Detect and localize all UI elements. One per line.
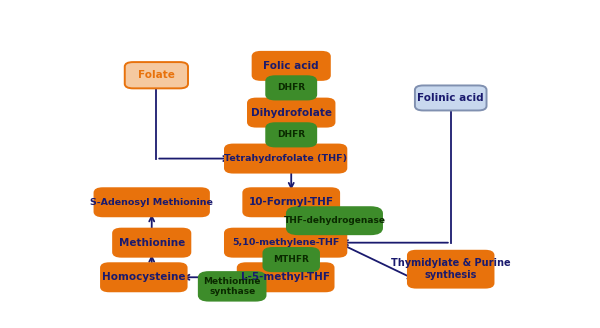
- Text: Methionine
synthase: Methionine synthase: [203, 277, 261, 296]
- FancyBboxPatch shape: [408, 251, 494, 288]
- FancyBboxPatch shape: [95, 188, 209, 216]
- Text: Folinic acid: Folinic acid: [418, 93, 484, 103]
- Text: Tetrahydrofolate (THF): Tetrahydrofolate (THF): [224, 154, 347, 163]
- FancyBboxPatch shape: [238, 263, 334, 291]
- FancyBboxPatch shape: [101, 263, 187, 291]
- Text: DHFR: DHFR: [277, 83, 305, 92]
- Text: Folic acid: Folic acid: [263, 61, 319, 71]
- FancyBboxPatch shape: [225, 145, 346, 173]
- FancyBboxPatch shape: [415, 86, 487, 111]
- Text: 5,10-methylene-THF: 5,10-methylene-THF: [232, 238, 340, 247]
- FancyBboxPatch shape: [253, 52, 330, 80]
- Text: MTHFR: MTHFR: [273, 255, 309, 264]
- FancyBboxPatch shape: [263, 248, 319, 271]
- Text: Folate: Folate: [138, 70, 175, 80]
- FancyBboxPatch shape: [287, 207, 382, 234]
- Text: S-Adenosyl Methionine: S-Adenosyl Methionine: [90, 198, 213, 207]
- Text: Dihydrofolate: Dihydrofolate: [251, 108, 332, 118]
- Text: Thymidylate & Purine
synthesis: Thymidylate & Purine synthesis: [391, 258, 511, 280]
- FancyBboxPatch shape: [266, 123, 316, 147]
- Text: Homocysteine: Homocysteine: [102, 272, 185, 282]
- FancyBboxPatch shape: [113, 229, 190, 257]
- Text: 10-Formyl-THF: 10-Formyl-THF: [249, 197, 334, 207]
- FancyBboxPatch shape: [199, 272, 266, 301]
- Text: Methionine: Methionine: [119, 238, 185, 248]
- FancyBboxPatch shape: [248, 99, 334, 127]
- Text: THF-dehydrogenase: THF-dehydrogenase: [283, 216, 385, 225]
- FancyBboxPatch shape: [125, 62, 188, 88]
- FancyBboxPatch shape: [266, 76, 316, 100]
- FancyBboxPatch shape: [225, 229, 346, 257]
- FancyBboxPatch shape: [244, 188, 339, 216]
- Text: DHFR: DHFR: [277, 130, 305, 139]
- Text: L-5-methyl-THF: L-5-methyl-THF: [241, 272, 330, 282]
